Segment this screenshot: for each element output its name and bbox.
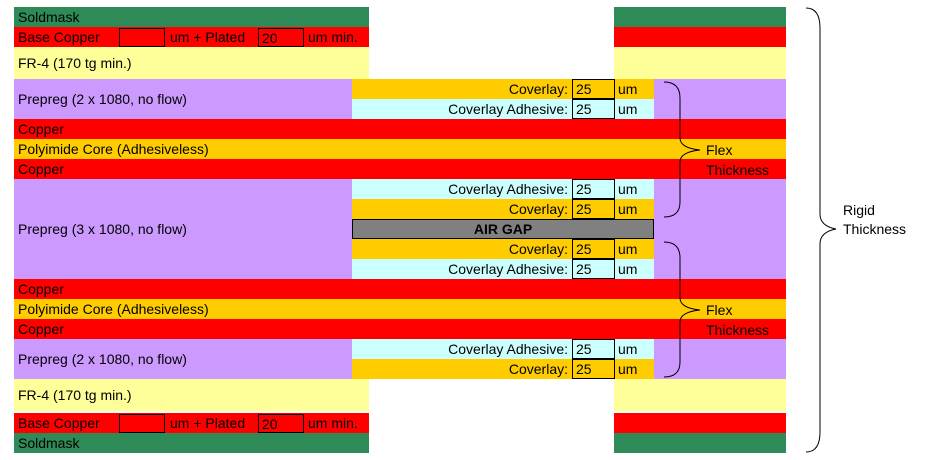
- base-copper-layer-bottom-left: Base Copper um + Plated 20 um min.: [14, 413, 369, 433]
- fr4-layer-top-left: FR-4 (170 tg min.): [14, 47, 369, 79]
- coverlay-unit: um: [618, 201, 638, 217]
- rigid-brace: [805, 7, 837, 453]
- flex-thickness-label-line1: Flex: [706, 302, 733, 318]
- prepreg-2x1080-label: Prepreg (2 x 1080, no flow): [18, 351, 187, 367]
- coverlay-adhesive-label: Coverlay Adhesive:: [448, 181, 568, 197]
- coverlay-adhesive-unit: um: [618, 101, 638, 117]
- coverlay-adhesive-label: Coverlay Adhesive:: [448, 261, 568, 277]
- rigid-thickness-label-line2: Thickness: [843, 221, 907, 237]
- coverlay-adhesive-thickness-field[interactable]: 25: [572, 259, 615, 279]
- coverlay-thickness-field[interactable]: 25: [572, 239, 615, 259]
- coverlay-thickness-field[interactable]: 25: [572, 359, 615, 379]
- fr4-label: FR-4 (170 tg min.): [18, 387, 132, 403]
- coverlay-adhesive-thickness-field[interactable]: 25: [572, 99, 615, 119]
- coverlay-adhesive-unit: um: [618, 341, 638, 357]
- um-plus-plated-label: um + Plated: [170, 415, 246, 431]
- air-gap-label: AIR GAP: [473, 221, 533, 237]
- flex-thickness-label-line2: Thickness: [706, 322, 770, 338]
- prepreg-3x1080-label: Prepreg (3 x 1080, no flow): [18, 221, 187, 237]
- coverlay-unit: um: [618, 361, 638, 377]
- copper-label: Copper: [18, 281, 64, 297]
- um-plus-plated-label: um + Plated: [170, 29, 246, 45]
- coverlay-label: Coverlay:: [508, 241, 568, 257]
- coverlay-unit: um: [618, 241, 638, 257]
- coverlay-unit: um: [618, 81, 638, 97]
- soldmask-layer-bottom-right: [614, 433, 786, 453]
- um-min-label: um min.: [308, 415, 358, 431]
- coverlay-adhesive-unit: um: [618, 181, 638, 197]
- coverlay-row: Coverlay: 25 um: [352, 79, 654, 99]
- prepreg-2x1080-label: Prepreg (2 x 1080, no flow): [18, 91, 187, 107]
- copper-label: Copper: [18, 321, 64, 337]
- coverlay-adhesive-label: Coverlay Adhesive:: [448, 341, 568, 357]
- coverlay-label: Coverlay:: [508, 361, 568, 377]
- polyimide-core-layer: Polyimide Core (Adhesiveless): [14, 299, 786, 319]
- coverlay-adhesive-row: Coverlay Adhesive: 25 um: [352, 179, 654, 199]
- coverlay-row: Coverlay: 25 um: [352, 239, 654, 259]
- base-copper-thickness-field[interactable]: [119, 414, 165, 433]
- flex-brace-bottom: [663, 241, 701, 378]
- fr4-label: FR-4 (170 tg min.): [18, 55, 132, 71]
- air-gap: AIR GAP: [352, 219, 654, 239]
- plated-thickness-field[interactable]: 20: [258, 28, 304, 47]
- soldmask-layer-top-right: [614, 7, 786, 27]
- base-copper-layer-top-right: [614, 27, 786, 47]
- coverlay-adhesive-thickness-field[interactable]: 25: [572, 179, 615, 199]
- coverlay-adhesive-thickness-field[interactable]: 25: [572, 339, 615, 359]
- flex-thickness-label-line1: Flex: [706, 142, 733, 158]
- base-copper-label: Base Copper: [18, 29, 100, 45]
- coverlay-adhesive-label: Coverlay Adhesive:: [448, 101, 568, 117]
- coverlay-adhesive-unit: um: [618, 261, 638, 277]
- coverlay-adhesive-row: Coverlay Adhesive: 25 um: [352, 339, 654, 359]
- base-copper-layer-bottom-right: [614, 413, 786, 433]
- copper-layer: Copper: [14, 119, 786, 139]
- polyimide-core-label: Polyimide Core (Adhesiveless): [18, 301, 209, 317]
- coverlay-adhesive-row: Coverlay Adhesive: 25 um: [352, 259, 654, 279]
- coverlay-row: Coverlay: 25 um: [352, 359, 654, 379]
- copper-layer: Copper: [14, 319, 786, 339]
- polyimide-core-label: Polyimide Core (Adhesiveless): [18, 141, 209, 157]
- copper-label: Copper: [18, 121, 64, 137]
- coverlay-thickness-field[interactable]: 25: [572, 199, 615, 219]
- coverlay-thickness-field[interactable]: 25: [572, 79, 615, 99]
- coverlay-label: Coverlay:: [508, 201, 568, 217]
- fr4-layer-top-right: [614, 47, 786, 79]
- soldmask-label: Soldmask: [18, 435, 80, 451]
- copper-layer: Copper: [14, 279, 786, 299]
- plated-thickness-field[interactable]: 20: [258, 414, 304, 433]
- soldmask-layer-bottom-left: Soldmask: [14, 433, 369, 453]
- rigid-thickness-label-line1: Rigid: [843, 202, 875, 218]
- um-min-label: um min.: [308, 29, 358, 45]
- coverlay-row: Coverlay: 25 um: [352, 199, 654, 219]
- coverlay-label: Coverlay:: [508, 81, 568, 97]
- copper-layer: Copper: [14, 159, 786, 179]
- base-copper-label: Base Copper: [18, 415, 100, 431]
- copper-label: Copper: [18, 161, 64, 177]
- soldmask-layer-top-left: Soldmask: [14, 7, 369, 27]
- base-copper-thickness-field[interactable]: [119, 28, 165, 47]
- flex-brace-top: [663, 81, 701, 218]
- flex-thickness-label-line2: Thickness: [706, 162, 770, 178]
- fr4-layer-bottom-right: [614, 379, 786, 411]
- polyimide-core-layer: Polyimide Core (Adhesiveless): [14, 139, 786, 159]
- soldmask-label: Soldmask: [18, 9, 80, 25]
- fr4-layer-bottom-left: FR-4 (170 tg min.): [14, 379, 369, 411]
- base-copper-layer-top-left: Base Copper um + Plated 20 um min.: [14, 27, 369, 47]
- coverlay-adhesive-row: Coverlay Adhesive: 25 um: [352, 99, 654, 119]
